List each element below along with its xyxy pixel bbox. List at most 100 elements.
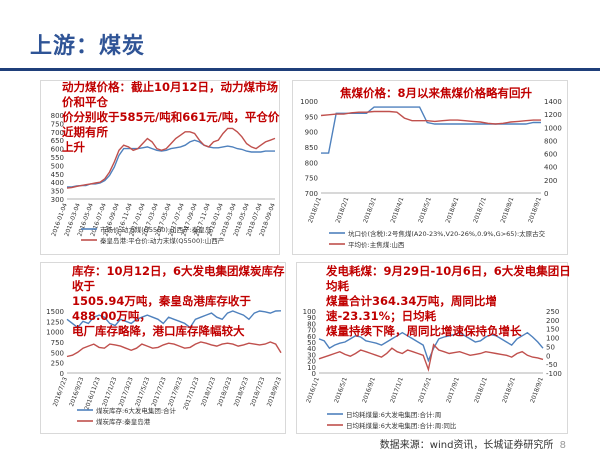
y-right-tick-label: 200 bbox=[544, 177, 557, 185]
x-tick-label: 2018/9/1 bbox=[529, 376, 545, 404]
y-right-tick-label: -50 bbox=[546, 361, 557, 369]
y-tick-label: 400 bbox=[51, 179, 64, 187]
x-tick-label: 2018/7/1 bbox=[472, 196, 488, 224]
x-tick-label: 2018/7/23 bbox=[249, 376, 266, 407]
y-tick-label: 100 bbox=[303, 308, 316, 316]
panel-inventory: 0 250 500 750 1000 1250 1500 2016/7/23 2016/9/23… bbox=[40, 262, 286, 434]
y-tick-label: 500 bbox=[51, 162, 64, 170]
x-tick-label: 2018/6/1 bbox=[445, 196, 461, 224]
y-tick-label: 550 bbox=[51, 154, 64, 162]
y-right-tick-label: 50 bbox=[546, 343, 555, 351]
y-tick-label: 1000 bbox=[46, 329, 64, 337]
x-tick-label: 2018/9/1 bbox=[527, 196, 543, 224]
y-right-tick-label: -100 bbox=[546, 370, 562, 378]
legend-label: 坑口价(含税):2号焦煤(A20-23%,V20-26%,0.9%,G>65):… bbox=[348, 229, 546, 238]
y-tick-label: 60 bbox=[307, 333, 316, 341]
y-tick-label: 10 bbox=[307, 364, 316, 372]
x-tick-label: 2017/1/23 bbox=[101, 376, 118, 407]
y-tick-label: 20 bbox=[307, 358, 316, 366]
y-tick-label: 90 bbox=[307, 314, 316, 322]
x-tick-label: 2016/11/23 bbox=[83, 376, 101, 411]
x-tick-label: 2018/3/23 bbox=[216, 376, 233, 407]
x-tick-label: 2016/5/1 bbox=[333, 376, 349, 404]
y-right-tick-label: 600 bbox=[544, 151, 557, 159]
y-tick-label: 650 bbox=[51, 137, 64, 145]
x-tick-label: 2018/2/1 bbox=[335, 196, 351, 224]
x-tick-label: 2017/9/1 bbox=[445, 376, 461, 404]
y-right-tick-label: 1000 bbox=[544, 124, 562, 132]
y-tick-label: 700 bbox=[51, 129, 64, 137]
annotation-line: 库存：10月12日，6大发电集团煤炭库存收于 bbox=[72, 264, 285, 293]
chart-inventory: 0 250 500 750 1000 1250 1500 2016/7/23 2016/9/23… bbox=[46, 308, 283, 426]
y-tick-label: 900 bbox=[305, 129, 318, 137]
annotation-line: 煤量合计364.34万吨，周同比增速-23.31%；日均耗 bbox=[326, 294, 497, 323]
y-tick-label: 1250 bbox=[46, 318, 64, 326]
chart-thermal-coal: 3003504004505005506006507007508002016-01… bbox=[50, 112, 277, 245]
annotation-line: 发电耗煤：9月29日-10月6日，6大发电集团日均耗 bbox=[326, 264, 571, 293]
x-tick-label: 2018/4/1 bbox=[390, 196, 406, 224]
annotation-line: 价分别收于585元/吨和661元/吨，平仓价近期有所 bbox=[62, 110, 280, 139]
legend-label: 秦皇岛港:平仓价:动力末煤(Q5500):山西产 bbox=[100, 236, 225, 245]
series-line bbox=[67, 139, 275, 188]
y-right-tick-label: 800 bbox=[544, 137, 557, 145]
y-tick-label: 850 bbox=[305, 144, 318, 152]
annotation-line: 煤量持续下降，周同比增速保持负增长 bbox=[326, 324, 522, 338]
annotation-inventory: 库存：10月12日，6大发电集团煤炭库存收于 1505.94万吨，秦皇岛港库存收… bbox=[72, 264, 287, 339]
y-tick-label: 30 bbox=[307, 351, 316, 359]
legend-label: 平均价:主焦煤:山西 bbox=[348, 240, 405, 249]
legend-label: 市场价:动力煤(Q5500):山西产:秦皇岛 bbox=[100, 225, 211, 234]
x-tick-label: 2018/5/1 bbox=[417, 196, 433, 224]
series-line bbox=[320, 110, 541, 125]
y-tick-label: 40 bbox=[307, 345, 316, 353]
y-tick-label: 50 bbox=[307, 339, 316, 347]
x-tick-label: 2018/5/23 bbox=[233, 376, 250, 407]
y-right-tick-label: 0 bbox=[544, 190, 548, 198]
x-tick-label: 2016/1/1 bbox=[305, 376, 321, 404]
y-tick-label: 750 bbox=[51, 120, 64, 128]
y-tick-label: 80 bbox=[307, 320, 316, 328]
y-tick-label: 0 bbox=[312, 370, 316, 378]
x-tick-label: 2017/3/23 bbox=[118, 376, 135, 407]
data-source: 数据来源：wind资讯，长城证券研究所 8 bbox=[380, 436, 566, 451]
legend-label: 日均耗煤量:6大发电集团:合计:周 bbox=[346, 410, 441, 419]
annotation-line: 焦煤价格：8月以来焦煤价格略有回升 bbox=[340, 86, 532, 100]
series-line bbox=[318, 343, 544, 373]
y-tick-label: 450 bbox=[51, 171, 64, 179]
legend-label: 日均耗煤量:6大发电集团:合计:周:同比 bbox=[346, 421, 457, 430]
x-tick-label: 2018/1/1 bbox=[307, 196, 323, 224]
y-right-tick-label: 150 bbox=[546, 326, 559, 334]
x-tick-label: 2018/1/23 bbox=[200, 376, 217, 407]
y-right-tick-label: 0 bbox=[546, 352, 550, 360]
y-tick-label: 800 bbox=[305, 159, 318, 167]
x-tick-label: 2017/11/23 bbox=[182, 376, 200, 411]
panel-power-consumption: 0 10 20 30 40 50 60 70 80 90 100 -100 -50 0 50 100 150 20… bbox=[296, 262, 568, 434]
y-tick-label: 1000 bbox=[300, 98, 318, 106]
annotation-line: 电厂库存略降，港口库存降幅较大 bbox=[72, 324, 245, 338]
x-tick-label: 2017/1/1 bbox=[389, 376, 405, 404]
y-tick-label: 250 bbox=[51, 360, 64, 368]
y-tick-label: 600 bbox=[51, 146, 64, 154]
x-tick-label: 2018/5/1 bbox=[501, 376, 517, 404]
y-tick-label: 500 bbox=[51, 349, 64, 357]
x-tick-label: 2016/7/23 bbox=[52, 376, 69, 407]
y-tick-label: 300 bbox=[51, 196, 64, 204]
chart-coking-coal: 700 750 800 850 900 950 1000 0 200 400 600 800 1000 1… bbox=[300, 98, 562, 249]
annotation-coking-coal: 焦煤价格：8月以来焦煤价格略有回升 bbox=[340, 86, 560, 101]
x-tick-label: 2017/5/1 bbox=[417, 376, 433, 404]
title-rule bbox=[0, 68, 600, 71]
y-tick-label: 750 bbox=[305, 175, 318, 183]
legend-label: 煤炭库存:秦皇岛港 bbox=[96, 417, 151, 426]
annotation-line: 1505.94万吨，秦皇岛港库存收于488.00万吨， bbox=[72, 294, 251, 323]
x-tick-label: 2016/9/23 bbox=[68, 376, 85, 407]
x-tick-label: 2018/9/23 bbox=[266, 376, 283, 407]
series-line bbox=[66, 127, 276, 189]
chart-power-consumption: 0102030405060708090100-100-5005010015020… bbox=[303, 308, 562, 430]
x-tick-label: 2018/1/1 bbox=[473, 376, 489, 404]
y-tick-label: 750 bbox=[51, 339, 64, 347]
panel-thermal-coal: 300 350 400 450 500 550 600 650 700 750 800 2016-01… bbox=[40, 80, 280, 255]
page-title: 上游：煤炭 bbox=[30, 34, 146, 59]
x-tick-label: 2016/9/1 bbox=[361, 376, 377, 404]
source-text: 数据来源：wind资讯，长城证券研究所 bbox=[379, 440, 554, 451]
y-right-tick-label: 250 bbox=[546, 308, 559, 316]
y-tick-label: 350 bbox=[51, 188, 64, 196]
